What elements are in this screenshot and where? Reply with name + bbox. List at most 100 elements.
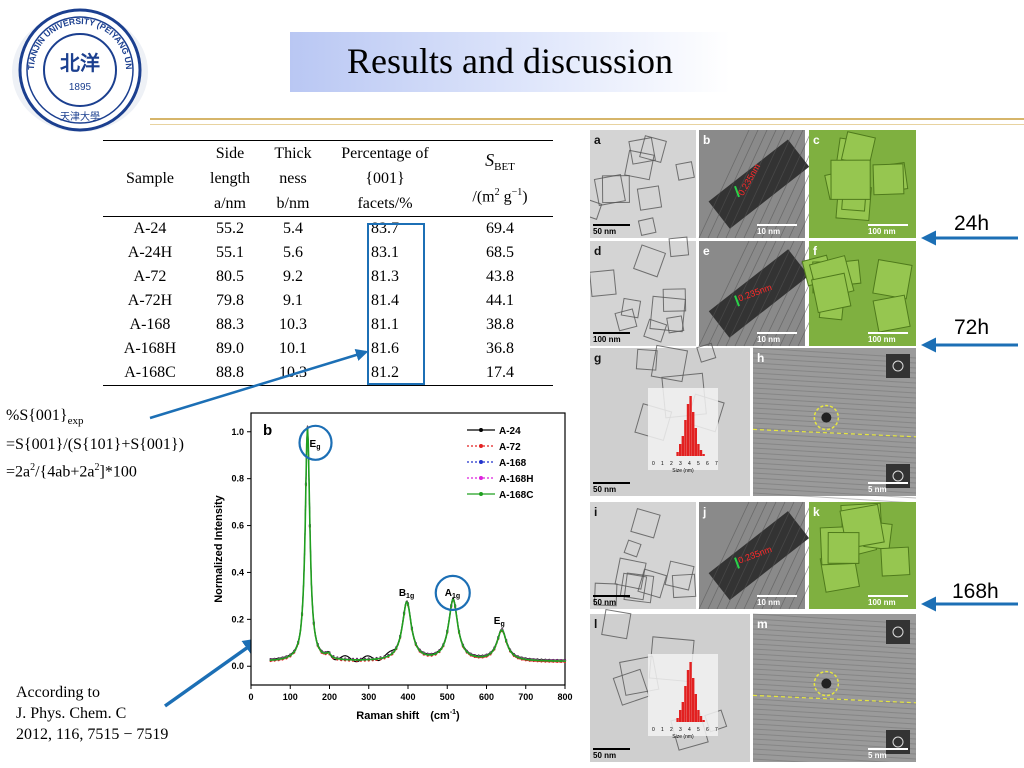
peak-label-main: E <box>494 616 501 627</box>
col-header-percentage: Percentage of {001} facets/% <box>341 145 429 212</box>
legend-label: A-168 <box>499 458 527 469</box>
series-line-a-72 <box>270 427 565 663</box>
nanosheet <box>619 572 648 601</box>
fft-inset <box>886 354 910 378</box>
legend-marker <box>479 476 483 480</box>
nanosheet <box>635 348 658 371</box>
series-point <box>528 658 531 661</box>
scale-bar-label: 100 nm <box>868 335 896 344</box>
cell-sbet: 43.8 <box>486 268 514 285</box>
cell-sample: A-24H <box>127 244 173 261</box>
peak-label-sub: g <box>316 444 320 451</box>
histogram-tick-label: 5 <box>697 727 700 733</box>
x-tick-label: 800 <box>557 692 572 702</box>
series-point <box>281 657 284 660</box>
nanosheet <box>623 539 642 558</box>
cell-thickness: 10.1 <box>279 340 307 357</box>
histogram-tick-label: 2 <box>670 461 673 467</box>
histogram-bar <box>689 662 692 722</box>
nanosheet <box>637 217 657 236</box>
lattice-band <box>708 249 809 338</box>
lattice-fringe <box>716 240 768 347</box>
table-header-row: Sample Side length a/nm Thick ness b/nm Perc… <box>103 140 553 217</box>
series-point <box>418 649 421 652</box>
scale-bar-label: 5 nm <box>868 485 887 494</box>
lattice-fringe <box>761 240 813 347</box>
panel-letter: i <box>594 505 597 519</box>
lattice-fringe <box>752 748 916 760</box>
histogram-bar <box>686 404 690 456</box>
series-line-a-168c <box>270 426 565 662</box>
lattice-fringe <box>743 130 795 239</box>
histogram-bar <box>679 710 682 722</box>
cell-percentage: 81.2 <box>371 364 399 381</box>
lattice-band <box>708 511 810 601</box>
cell-sbet: 17.4 <box>486 364 514 381</box>
nanosheet <box>633 244 667 278</box>
series-point <box>297 641 300 644</box>
lattice-fringe <box>752 703 916 715</box>
sem-plate <box>872 163 905 196</box>
series-point <box>497 636 500 640</box>
legend-marker <box>479 492 483 496</box>
x-tick-label: 600 <box>479 692 494 702</box>
panel-letter: a <box>594 133 601 147</box>
sem-plate <box>830 159 871 200</box>
histogram-tick-label: 0 <box>652 461 655 467</box>
micrograph-panel-m: m 5 nm <box>752 613 916 762</box>
nanosheet <box>593 174 626 207</box>
formula-line-3: =2a2/{4ab+2a2]*100 <box>6 462 137 481</box>
series-point <box>505 639 508 642</box>
lattice-fringe <box>752 442 916 454</box>
lattice-fringe <box>716 130 768 239</box>
y-tick-label: 0.4 <box>231 567 244 577</box>
nanosheet <box>590 198 603 220</box>
series-point <box>450 605 453 608</box>
lattice-fringe <box>752 492 916 504</box>
series-point <box>493 647 496 650</box>
histogram-inset <box>648 388 718 470</box>
legend-marker <box>479 428 483 432</box>
panel-letter: l <box>594 617 597 631</box>
series-point <box>328 652 331 655</box>
grain-boundary <box>752 694 916 704</box>
citation-line: J. Phys. Chem. C <box>16 705 127 722</box>
histogram-bar <box>702 454 705 456</box>
y-tick-label: 0.8 <box>231 474 244 484</box>
series-point <box>422 652 425 655</box>
series-point <box>316 643 319 647</box>
peak-label-main: A <box>445 588 452 599</box>
x-tick-label: 300 <box>361 692 376 702</box>
fft-inset <box>886 464 910 488</box>
histogram-tick-label: 4 <box>688 727 691 733</box>
legend-label: A-168H <box>499 474 533 485</box>
lattice-fringe <box>752 758 811 762</box>
lattice-fringe <box>752 452 916 464</box>
histogram-bar <box>681 436 684 456</box>
cell-side-length: 88.8 <box>216 364 244 381</box>
x-tick-label: 0 <box>248 692 253 702</box>
lattice-fringe <box>752 487 916 499</box>
series-point <box>516 656 519 659</box>
histogram-bar <box>699 716 703 722</box>
cell-percentage: 81.4 <box>371 292 399 309</box>
citation-line: 2012, 116, 7515 − 7519 <box>16 726 169 743</box>
cell-side-length: 55.2 <box>216 220 244 237</box>
cell-sbet: 38.8 <box>486 316 514 333</box>
x-tick-label: 700 <box>518 692 533 702</box>
nanosheet <box>630 508 661 539</box>
col-header-sample: Sample <box>126 170 174 187</box>
cell-sbet: 69.4 <box>486 220 514 237</box>
lattice-fringe <box>734 130 786 239</box>
histogram-bar <box>676 452 679 456</box>
legend-label: A-72 <box>499 442 521 453</box>
series-point <box>277 658 280 661</box>
fft-ring <box>892 470 904 482</box>
series-point <box>465 650 468 653</box>
series-point <box>473 654 476 658</box>
raman-chart: 0 100 200 300 400 500 600 700 800 0.0 0.2 0.4 0.6 0.8… <box>213 412 573 722</box>
histogram-tick-label: 2 <box>670 727 673 733</box>
histogram-bar <box>684 420 687 456</box>
histogram-bar <box>694 694 697 722</box>
panel-letter: f <box>813 244 818 258</box>
